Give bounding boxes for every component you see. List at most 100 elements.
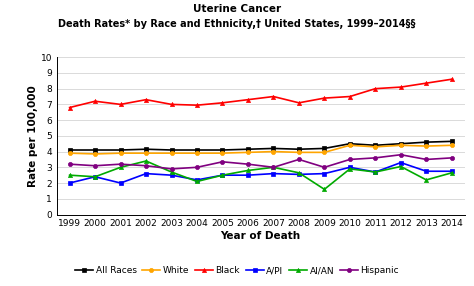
Black (143, 98, 149, 101)
Black (67, 106, 73, 109)
A/PI (219, 173, 225, 177)
AI/AN (296, 171, 302, 174)
White (373, 145, 378, 149)
All Races (423, 140, 429, 144)
Hispanic (321, 166, 327, 169)
AI/AN (321, 188, 327, 191)
Hispanic (296, 158, 302, 161)
Black (423, 82, 429, 85)
White (398, 144, 404, 147)
White (321, 151, 327, 154)
A/PI (271, 172, 276, 175)
Black (219, 101, 225, 105)
Black (118, 103, 123, 106)
AI/AN (67, 173, 73, 177)
AI/AN (169, 170, 174, 174)
AI/AN (245, 169, 251, 172)
Hispanic (92, 164, 98, 167)
White (219, 152, 225, 155)
AI/AN (194, 180, 200, 183)
All Races (245, 148, 251, 151)
All Races (398, 142, 404, 145)
White (347, 144, 353, 147)
All Races (347, 142, 353, 145)
A/PI (373, 170, 378, 174)
All Races (143, 148, 149, 151)
White (194, 152, 200, 155)
Text: Uterine Cancer: Uterine Cancer (193, 4, 281, 14)
White (245, 151, 251, 154)
Hispanic (347, 158, 353, 161)
Line: Hispanic: Hispanic (67, 153, 454, 171)
Black (373, 87, 378, 90)
Hispanic (398, 153, 404, 156)
A/PI (347, 166, 353, 169)
All Races (449, 140, 455, 143)
Hispanic (423, 158, 429, 161)
Black (449, 78, 455, 81)
All Races (271, 147, 276, 150)
All Races (67, 148, 73, 152)
A/PI (296, 173, 302, 176)
A/PI (245, 173, 251, 177)
AI/AN (373, 170, 378, 174)
AI/AN (449, 171, 455, 174)
A/PI (398, 161, 404, 164)
All Races (169, 148, 174, 152)
Hispanic (245, 162, 251, 166)
A/PI (92, 175, 98, 178)
Black (92, 100, 98, 103)
Black (321, 96, 327, 100)
Hispanic (169, 167, 174, 170)
A/PI (169, 173, 174, 177)
White (169, 152, 174, 155)
All Races (92, 148, 98, 152)
Text: Death Rates* by Race and Ethnicity,† United States, 1999–2014§§: Death Rates* by Race and Ethnicity,† Uni… (58, 19, 416, 29)
Hispanic (194, 166, 200, 169)
Line: Black: Black (67, 77, 454, 110)
All Races (373, 144, 378, 147)
Line: White: White (67, 143, 454, 156)
Black (347, 95, 353, 98)
AI/AN (398, 165, 404, 168)
Line: A/PI: A/PI (67, 160, 454, 185)
AI/AN (118, 166, 123, 169)
AI/AN (219, 173, 225, 177)
A/PI (194, 178, 200, 182)
Black (271, 95, 276, 98)
All Races (194, 148, 200, 152)
Black (169, 103, 174, 106)
AI/AN (271, 166, 276, 169)
Hispanic (449, 156, 455, 160)
AI/AN (143, 159, 149, 163)
Legend: All Races, White, Black, A/PI, AI/AN, Hispanic: All Races, White, Black, A/PI, AI/AN, Hi… (72, 262, 402, 279)
Line: All Races: All Races (67, 139, 454, 152)
Hispanic (271, 166, 276, 169)
A/PI (67, 181, 73, 185)
White (423, 144, 429, 148)
A/PI (321, 172, 327, 175)
All Races (296, 148, 302, 151)
White (449, 144, 455, 147)
Black (398, 85, 404, 89)
Hispanic (118, 162, 123, 166)
White (143, 152, 149, 155)
White (271, 150, 276, 153)
Hispanic (373, 156, 378, 160)
Y-axis label: Rate per 100,000: Rate per 100,000 (28, 85, 38, 187)
White (92, 152, 98, 156)
White (118, 152, 123, 155)
White (67, 152, 73, 155)
AI/AN (347, 167, 353, 170)
X-axis label: Year of Death: Year of Death (220, 231, 301, 241)
Hispanic (67, 162, 73, 166)
A/PI (143, 172, 149, 175)
All Races (118, 148, 123, 152)
Black (194, 104, 200, 107)
A/PI (423, 170, 429, 173)
Hispanic (143, 164, 149, 167)
Black (245, 98, 251, 101)
Hispanic (219, 160, 225, 164)
All Races (321, 147, 327, 150)
A/PI (118, 181, 123, 185)
